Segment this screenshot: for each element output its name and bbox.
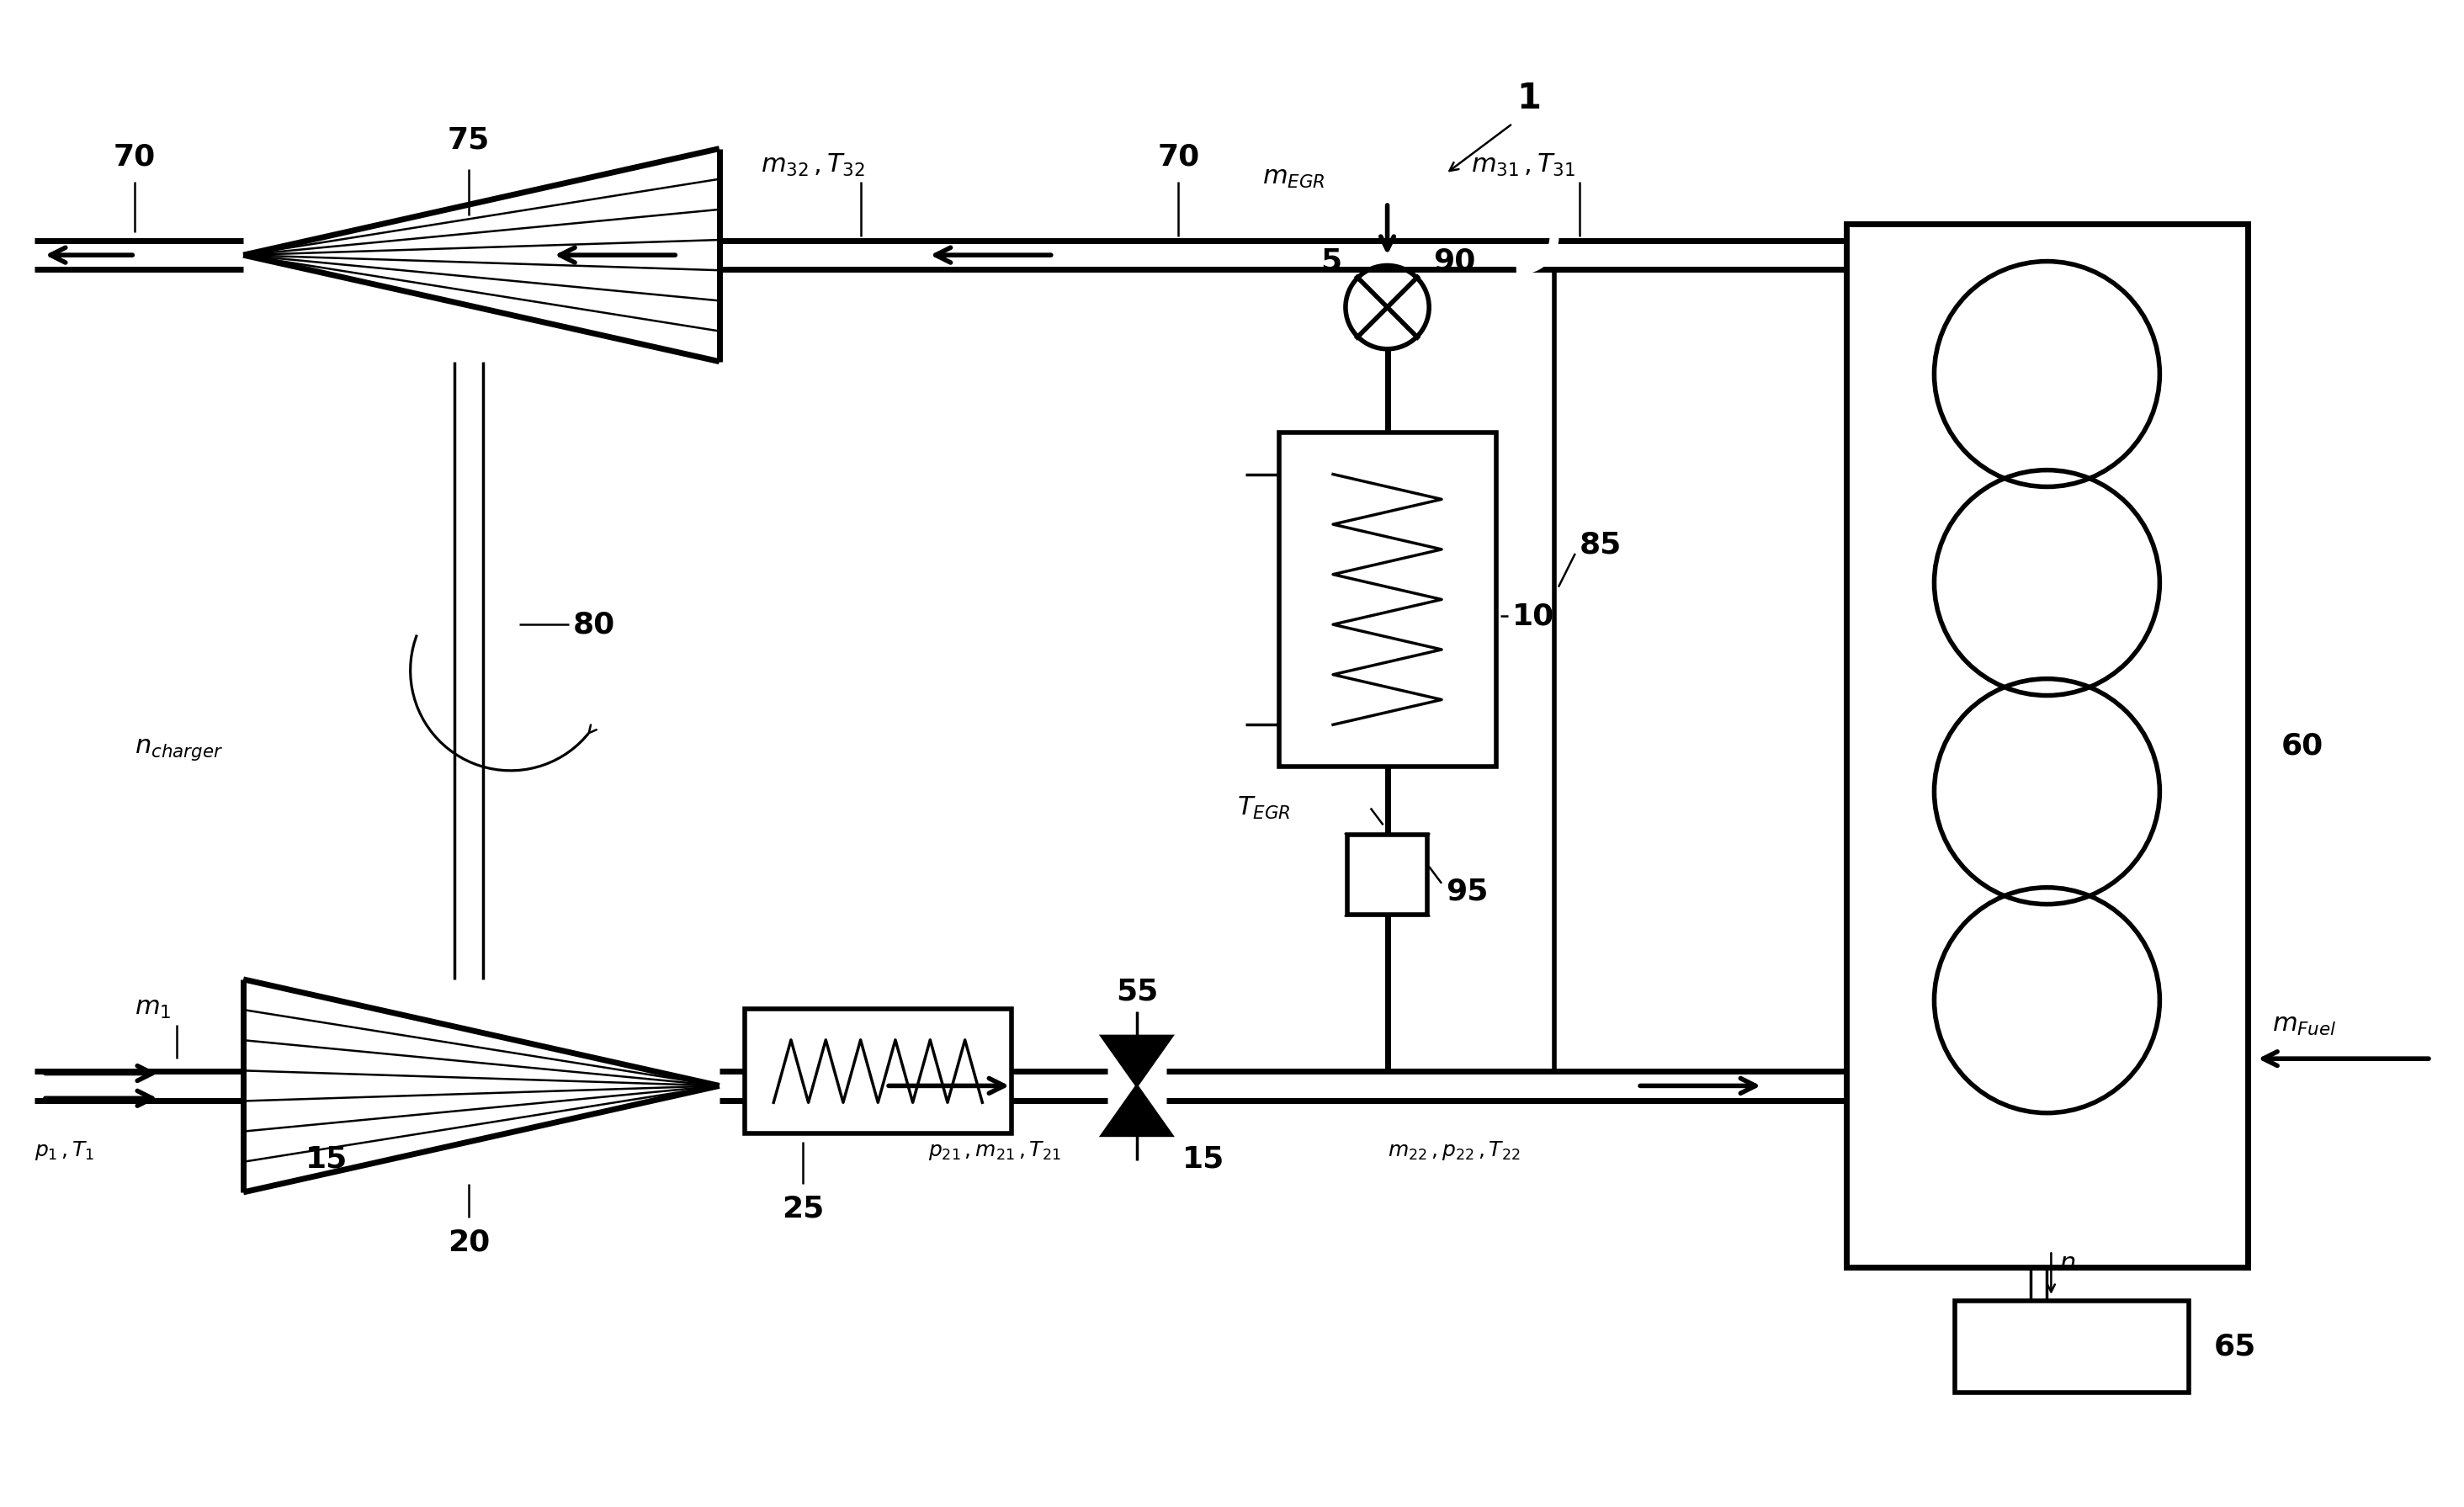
Text: $m_{32}\,,T_{32}$: $m_{32}\,,T_{32}$: [761, 152, 865, 178]
Text: 95: 95: [1446, 877, 1488, 906]
Text: 65: 65: [2215, 1332, 2257, 1361]
Text: 55: 55: [1116, 978, 1158, 1007]
Text: 75: 75: [448, 127, 490, 155]
Text: 15: 15: [306, 1144, 347, 1172]
Text: $m_1$: $m_1$: [136, 996, 172, 1020]
Polygon shape: [1101, 1085, 1173, 1135]
Text: 70: 70: [1158, 143, 1200, 172]
Text: $p_1\,, T_1$: $p_1\,, T_1$: [34, 1139, 94, 1162]
Text: 25: 25: [781, 1195, 823, 1224]
Text: 10: 10: [1513, 601, 1555, 630]
Text: $m_{Fuel}$: $m_{Fuel}$: [2272, 1013, 2336, 1037]
Bar: [1348, 835, 1427, 915]
Polygon shape: [1348, 876, 1427, 915]
Text: 15: 15: [1183, 1144, 1225, 1172]
Polygon shape: [1348, 835, 1427, 876]
Text: 80: 80: [574, 610, 616, 639]
Polygon shape: [1101, 1037, 1173, 1085]
Text: $n_{charger}$: $n_{charger}$: [136, 737, 224, 763]
Text: 90: 90: [1434, 247, 1476, 276]
Text: 70: 70: [113, 143, 155, 172]
Text: 60: 60: [2282, 731, 2324, 760]
Text: $m_{22}\,,p_{22}\,,T_{22}$: $m_{22}\,,p_{22}\,,T_{22}$: [1387, 1139, 1520, 1162]
Bar: [1279, 433, 1496, 767]
Text: 5: 5: [1321, 247, 1340, 276]
Text: 20: 20: [448, 1228, 490, 1257]
Bar: [1846, 223, 2247, 1267]
Text: $T_{EGR}$: $T_{EGR}$: [1237, 796, 1291, 821]
Text: $m_{EGR}$: $m_{EGR}$: [1262, 166, 1326, 190]
Bar: [744, 1008, 1013, 1133]
Text: $m_{31}\,,T_{31}$: $m_{31}\,,T_{31}$: [1471, 152, 1574, 178]
Text: 1: 1: [1518, 81, 1542, 116]
Text: 85: 85: [1579, 530, 1621, 559]
Bar: [1954, 1301, 2188, 1392]
Text: $n$: $n$: [2060, 1251, 2075, 1275]
Text: $p_{21}\,,m_{21}\,,T_{21}$: $p_{21}\,,m_{21}\,,T_{21}$: [929, 1139, 1062, 1162]
